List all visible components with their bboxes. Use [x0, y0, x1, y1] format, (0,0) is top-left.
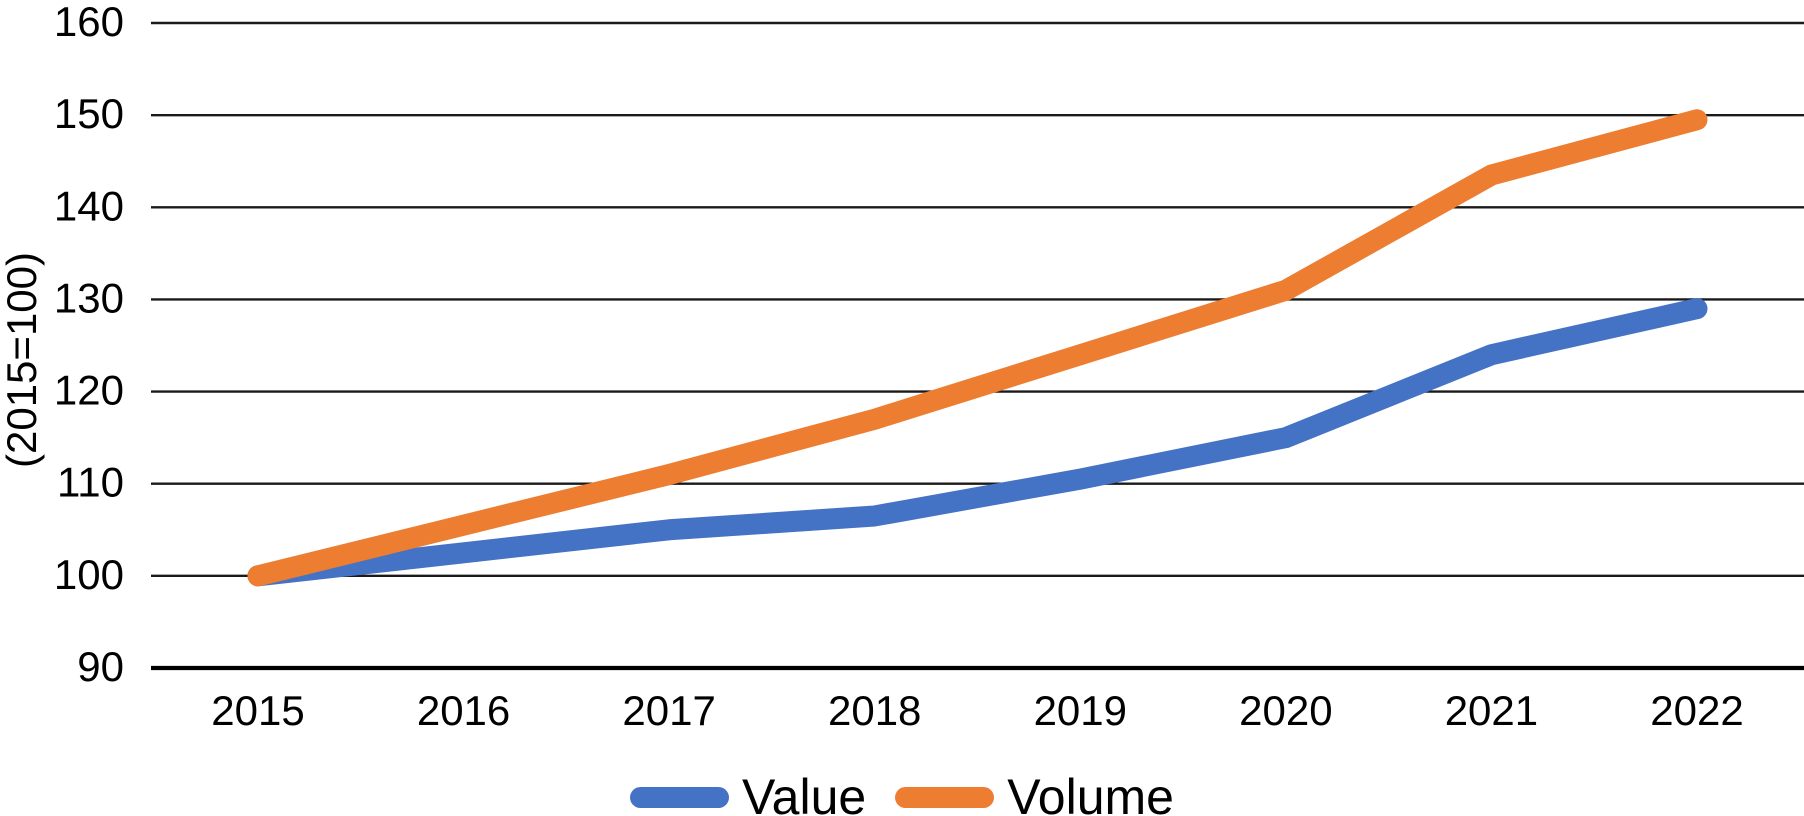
value-series-label: Value: [742, 769, 867, 816]
x-tick-label: 2020: [1239, 687, 1332, 734]
legend-item-volume: Volume: [895, 772, 1174, 816]
x-tick-label: 2022: [1650, 687, 1743, 734]
x-tick-label: 2015: [211, 687, 304, 734]
y-tick-label: 150: [54, 90, 124, 137]
legend-item-value: Value: [630, 772, 866, 816]
volume-line: [247, 109, 1708, 587]
x-tick-label: 2021: [1445, 687, 1538, 734]
x-tick-label: 2016: [417, 687, 510, 734]
y-tick-label: 120: [54, 367, 124, 414]
value-series-swatch-icon: [630, 786, 730, 808]
y-tick-label: 90: [77, 643, 124, 690]
x-tick-label: 2018: [828, 687, 921, 734]
x-tick-label: 2017: [622, 687, 715, 734]
volume-series-label: Volume: [1007, 769, 1174, 816]
y-axis-title: (2015=100): [0, 252, 45, 468]
value-line: [247, 298, 1708, 587]
volume-series-swatch-icon: [895, 786, 995, 808]
chart-legend: Value Volume: [0, 771, 1804, 816]
y-tick-label: 130: [54, 274, 124, 321]
x-tick-label: 2019: [1034, 687, 1127, 734]
y-tick-label: 160: [54, 0, 124, 45]
y-tick-label: 110: [57, 459, 124, 506]
y-tick-label: 140: [54, 182, 124, 229]
y-tick-label: 100: [54, 551, 124, 598]
